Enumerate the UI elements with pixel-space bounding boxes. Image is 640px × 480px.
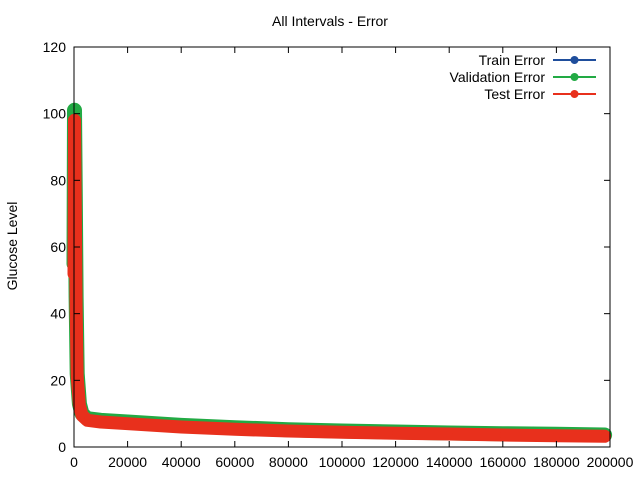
data-point: [338, 428, 346, 436]
y-tick-label: 60: [50, 239, 66, 255]
data-point: [73, 373, 81, 381]
legend-label: Validation Error: [450, 69, 546, 85]
x-tick-label: 140000: [426, 454, 473, 470]
x-tick-label: 40000: [162, 454, 201, 470]
series-test-error: [67, 113, 612, 443]
data-point: [71, 203, 79, 211]
x-tick-label: 200000: [587, 454, 634, 470]
y-tick-label: 40: [50, 306, 66, 322]
data-point: [78, 411, 86, 419]
legend-item: Validation Error: [450, 69, 596, 85]
x-tick-label: 160000: [479, 454, 526, 470]
series-train-error: [70, 126, 609, 442]
legend-label: Train Error: [479, 52, 546, 68]
x-tick-label: 180000: [533, 454, 580, 470]
y-axis-label: Glucose Level: [4, 202, 20, 291]
data-point: [97, 418, 105, 426]
legend-label: Test Error: [484, 86, 545, 102]
data-point: [124, 420, 132, 428]
series-line: [66, 102, 613, 443]
data-point: [177, 423, 185, 431]
legend-item: Test Error: [484, 86, 596, 102]
legend-marker: [570, 73, 579, 81]
data-point: [231, 425, 239, 433]
x-tick-label: 120000: [372, 454, 419, 470]
legend-marker: [570, 90, 579, 98]
series-line: [72, 128, 607, 440]
x-tick-label: 20000: [108, 454, 147, 470]
data-point: [601, 432, 609, 440]
x-tick-label: 0: [70, 454, 78, 470]
data-point: [499, 431, 507, 439]
data-point: [445, 430, 453, 438]
y-tick-label: 120: [43, 39, 67, 55]
data-point: [392, 429, 400, 437]
y-tick-label: 20: [50, 372, 66, 388]
legend-marker: [570, 56, 579, 64]
data-point: [552, 432, 560, 440]
x-tick-label: 80000: [269, 454, 308, 470]
series-line: [67, 113, 612, 443]
legend-item: Train Error: [479, 52, 596, 68]
y-tick-label: 0: [58, 439, 66, 455]
plot-area: [66, 102, 613, 443]
x-tick-label: 60000: [215, 454, 254, 470]
y-tick-label: 80: [50, 172, 66, 188]
plot-frame: [73, 46, 611, 448]
axis-ticks: 0 20 40 60 80 100 120 0 20000 40000 60000 80000 1000…: [43, 39, 634, 470]
chart-title: All Intervals - Error: [272, 13, 388, 29]
series-validation-error: [66, 102, 613, 443]
data-point: [75, 401, 83, 409]
x-tick-label: 100000: [319, 454, 366, 470]
y-tick-label: 100: [43, 106, 67, 122]
data-point: [284, 427, 292, 435]
data-point: [83, 416, 91, 424]
